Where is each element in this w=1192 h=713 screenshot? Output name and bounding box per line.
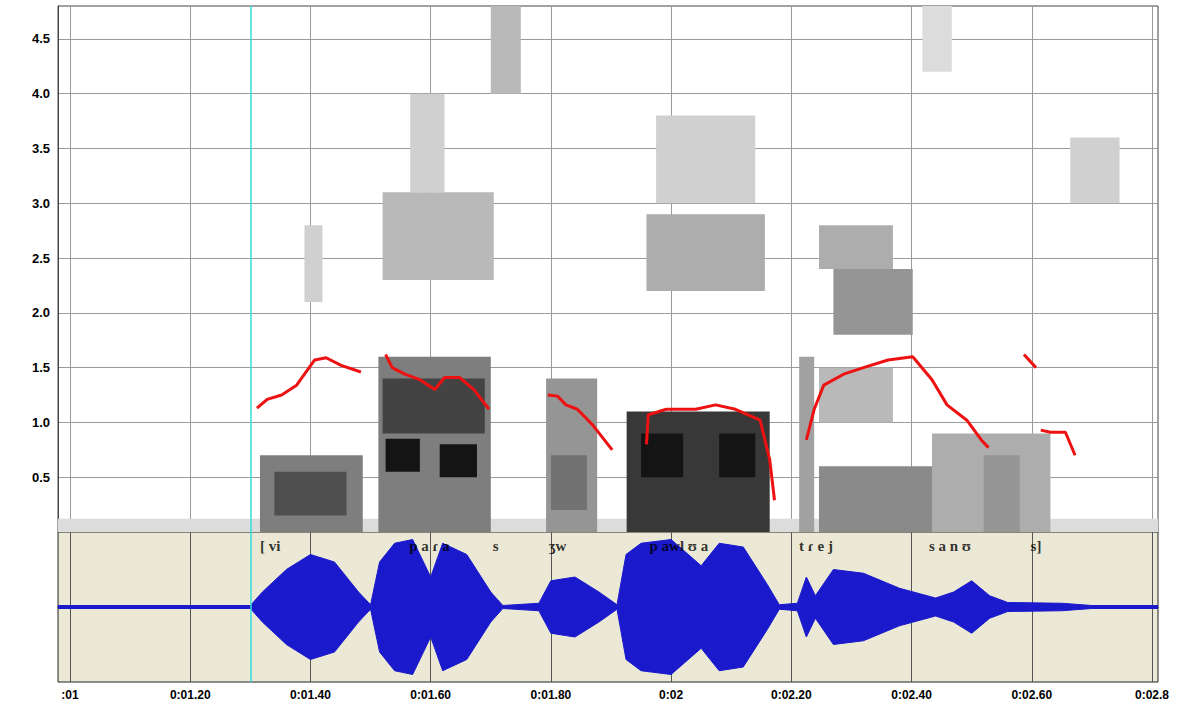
svg-text:t ɾ e j: t ɾ e j bbox=[799, 538, 833, 554]
svg-text:2.0: 2.0 bbox=[32, 305, 50, 320]
svg-text:0:02: 0:02 bbox=[659, 688, 683, 702]
svg-text:s: s bbox=[493, 538, 499, 554]
svg-text:p awl ʊ a: p awl ʊ a bbox=[649, 538, 708, 554]
svg-text:4.0: 4.0 bbox=[32, 86, 50, 101]
svg-text:0:01.80: 0:01.80 bbox=[531, 688, 572, 702]
svg-text:0:01.40: 0:01.40 bbox=[290, 688, 331, 702]
svg-text:s]: s] bbox=[1031, 538, 1042, 554]
svg-text:0:01.20: 0:01.20 bbox=[170, 688, 211, 702]
svg-text:s a n ʊ: s a n ʊ bbox=[929, 538, 971, 554]
svg-text:4.5: 4.5 bbox=[32, 31, 50, 46]
svg-text:p a ɾ a: p a ɾ a bbox=[409, 538, 450, 554]
svg-text:3.0: 3.0 bbox=[32, 196, 50, 211]
svg-text:1.0: 1.0 bbox=[32, 415, 50, 430]
svg-text:[ vi: [ vi bbox=[260, 538, 280, 554]
svg-text:2.5: 2.5 bbox=[32, 251, 50, 266]
svg-text:0:02.40: 0:02.40 bbox=[891, 688, 932, 702]
svg-text:3.5: 3.5 bbox=[32, 141, 50, 156]
svg-text:1.5: 1.5 bbox=[32, 360, 50, 375]
svg-text:0:02.8: 0:02.8 bbox=[1135, 688, 1169, 702]
svg-text:0:02.60: 0:02.60 bbox=[1011, 688, 1052, 702]
svg-text:0:02.20: 0:02.20 bbox=[771, 688, 812, 702]
svg-text:0.5: 0.5 bbox=[32, 470, 50, 485]
svg-text:0:01.60: 0:01.60 bbox=[410, 688, 451, 702]
svg-text::01: :01 bbox=[61, 688, 79, 702]
svg-text:ʒw: ʒw bbox=[549, 538, 567, 554]
